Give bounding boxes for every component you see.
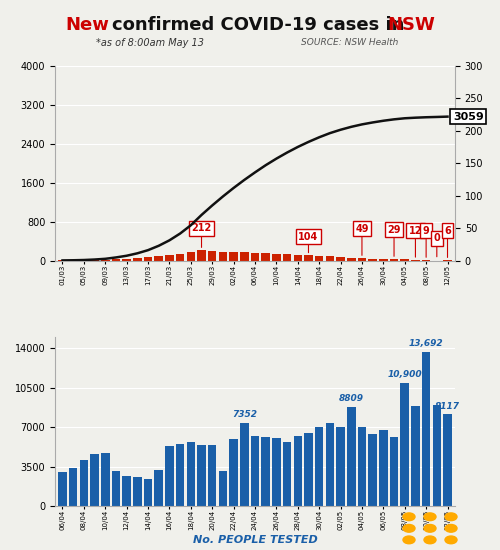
- Text: 8117: 8117: [435, 402, 460, 410]
- Text: 13,692: 13,692: [409, 339, 444, 348]
- Bar: [176, 444, 184, 506]
- Bar: [101, 260, 110, 261]
- Bar: [218, 471, 227, 506]
- Text: 9: 9: [422, 226, 430, 257]
- Circle shape: [445, 513, 457, 521]
- Bar: [262, 437, 270, 506]
- Bar: [326, 256, 334, 261]
- Bar: [400, 260, 409, 261]
- Bar: [154, 470, 163, 506]
- Bar: [272, 438, 280, 506]
- Bar: [347, 406, 356, 506]
- Bar: [208, 445, 216, 506]
- Bar: [165, 255, 173, 261]
- Text: 12: 12: [408, 226, 422, 257]
- Bar: [358, 426, 366, 506]
- Bar: [336, 427, 345, 506]
- X-axis label: No. PEOPLE TESTED: No. PEOPLE TESTED: [192, 535, 318, 544]
- Text: 10,900: 10,900: [388, 370, 422, 379]
- Bar: [122, 259, 131, 261]
- Bar: [122, 476, 131, 506]
- Bar: [262, 254, 270, 261]
- Bar: [186, 252, 195, 261]
- Bar: [133, 258, 141, 261]
- Bar: [294, 255, 302, 261]
- Circle shape: [424, 513, 436, 521]
- Bar: [315, 256, 324, 261]
- Text: SOURCE: NSW Health: SOURCE: NSW Health: [302, 39, 398, 47]
- Bar: [230, 252, 238, 261]
- Bar: [197, 445, 206, 506]
- Bar: [230, 439, 238, 506]
- Circle shape: [403, 536, 415, 544]
- Text: New: New: [65, 16, 109, 34]
- Bar: [379, 259, 388, 261]
- Bar: [176, 254, 184, 261]
- Bar: [304, 255, 313, 261]
- Bar: [144, 257, 152, 261]
- Bar: [58, 472, 67, 506]
- Bar: [272, 254, 280, 261]
- Bar: [250, 253, 260, 261]
- Text: 8809: 8809: [339, 394, 364, 403]
- Bar: [432, 404, 441, 506]
- Bar: [154, 256, 163, 261]
- Bar: [358, 258, 366, 261]
- Bar: [368, 434, 377, 506]
- Circle shape: [403, 525, 415, 532]
- Bar: [315, 426, 324, 506]
- Bar: [165, 446, 173, 506]
- Bar: [186, 442, 195, 506]
- Bar: [101, 453, 110, 506]
- Bar: [90, 454, 99, 506]
- Circle shape: [424, 525, 436, 532]
- Bar: [390, 259, 398, 261]
- Bar: [69, 468, 78, 506]
- Text: *as of 8:00am May 13: *as of 8:00am May 13: [96, 38, 204, 48]
- Text: 104: 104: [298, 232, 318, 252]
- Bar: [336, 257, 345, 261]
- Text: 7352: 7352: [232, 410, 257, 419]
- Bar: [218, 251, 227, 261]
- Text: 3059: 3059: [453, 112, 484, 122]
- Bar: [411, 260, 420, 261]
- Bar: [368, 258, 377, 261]
- Text: 0: 0: [434, 234, 440, 257]
- Bar: [411, 406, 420, 506]
- Circle shape: [403, 513, 415, 521]
- Bar: [112, 259, 120, 261]
- Text: 6: 6: [444, 226, 451, 257]
- Bar: [379, 431, 388, 506]
- Bar: [304, 433, 313, 506]
- Bar: [422, 351, 430, 506]
- Bar: [294, 436, 302, 506]
- Text: 212: 212: [192, 223, 212, 248]
- Bar: [197, 250, 206, 261]
- Bar: [208, 251, 216, 261]
- Text: confirmed COVID-19 cases in: confirmed COVID-19 cases in: [112, 16, 405, 34]
- Circle shape: [445, 536, 457, 544]
- Bar: [443, 415, 452, 506]
- Bar: [240, 252, 248, 261]
- Bar: [240, 423, 248, 506]
- Bar: [400, 383, 409, 506]
- Bar: [283, 442, 292, 506]
- Circle shape: [445, 525, 457, 532]
- Bar: [250, 436, 260, 506]
- Text: 29: 29: [388, 225, 401, 256]
- Circle shape: [424, 536, 436, 544]
- Bar: [144, 479, 152, 506]
- Bar: [112, 471, 120, 506]
- Bar: [347, 257, 356, 261]
- Text: NSW: NSW: [388, 16, 436, 34]
- Bar: [390, 437, 398, 506]
- Text: 49: 49: [355, 224, 368, 255]
- Bar: [326, 422, 334, 506]
- Bar: [80, 460, 88, 506]
- Bar: [283, 255, 292, 261]
- Bar: [133, 477, 141, 506]
